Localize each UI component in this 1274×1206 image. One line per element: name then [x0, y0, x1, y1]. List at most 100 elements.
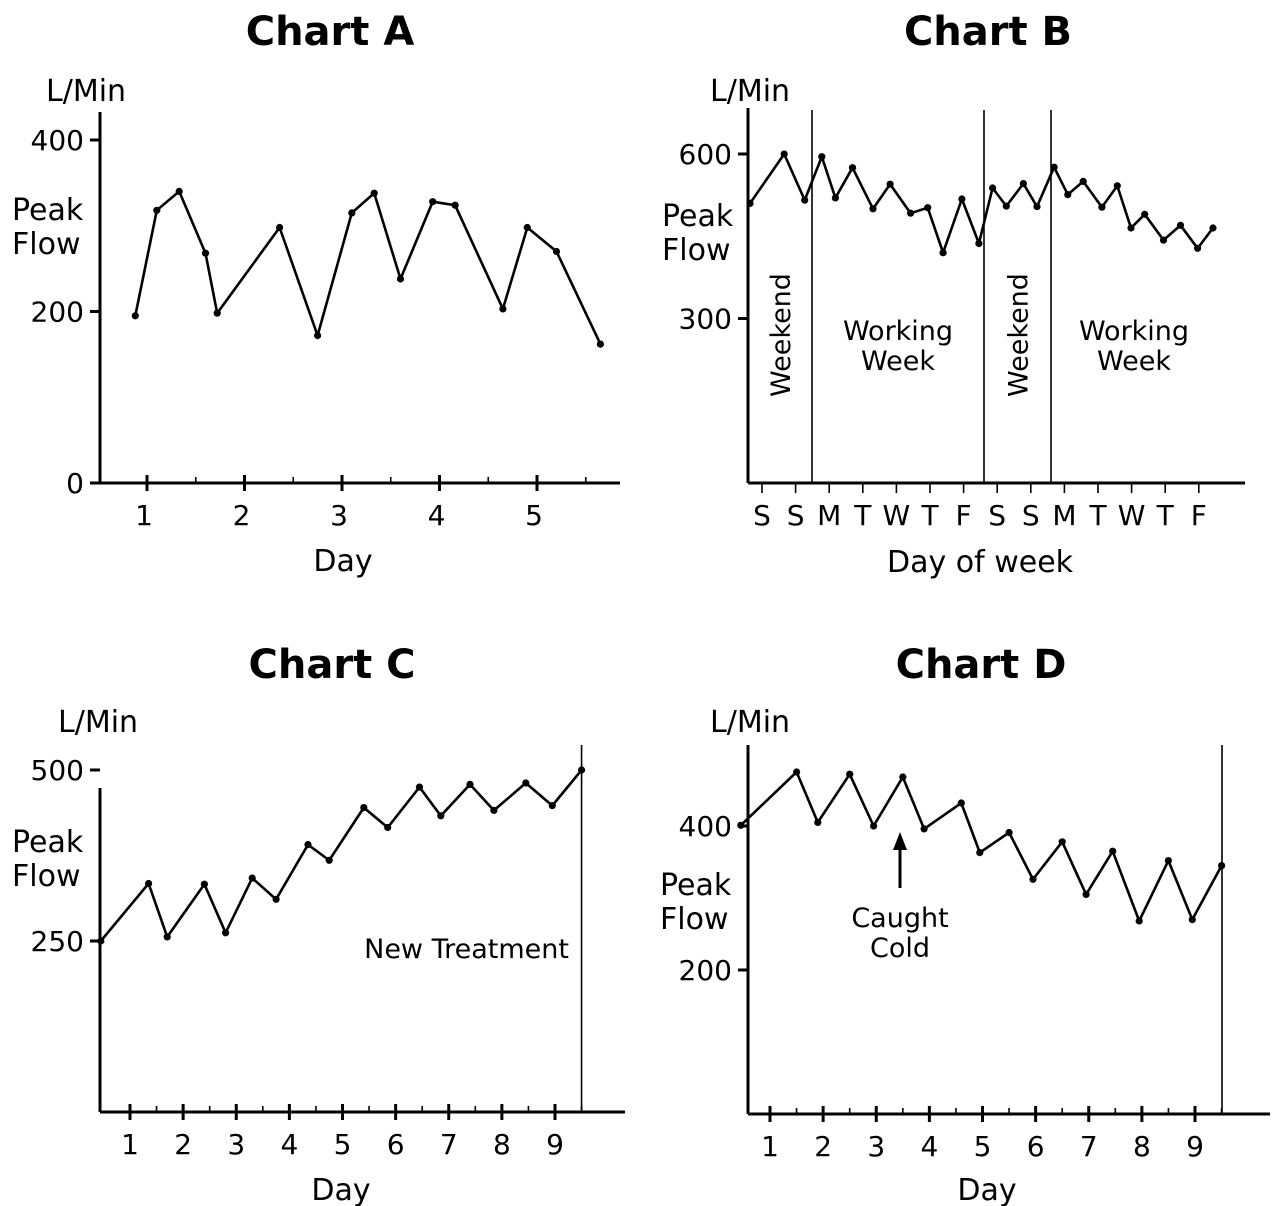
- chart-c-ytick-label-1: 500: [31, 754, 84, 787]
- chart-b-xtick-label-5: T: [920, 499, 939, 532]
- chart-a-point-6: [314, 331, 322, 340]
- chart-a-xtick-label-1: 2: [233, 499, 251, 532]
- chart-b-point-27: [1209, 224, 1217, 232]
- chart-b-ylabel-line2: Flow: [662, 233, 730, 268]
- chart-a-point-14: [552, 247, 561, 256]
- chart-c-point-10: [384, 823, 392, 832]
- chart-c-xtick-label-2: 3: [227, 1128, 245, 1161]
- chart-d: Chart D L/Min Peak Flow Day 200 400 1 2 3 4 5 6…: [660, 642, 1270, 1206]
- chart-c-ylabel-line1: Peak: [12, 825, 84, 860]
- chart-a-point-1: [153, 206, 161, 214]
- chart-c-xlabel: Day: [311, 1173, 370, 1206]
- chart-c-point-6: [272, 895, 280, 903]
- chart-b-point-24: [1159, 236, 1168, 244]
- chart-d-point-16: [1188, 916, 1196, 924]
- chart-d-point-0: [737, 821, 745, 829]
- chart-b-point-4: [831, 194, 840, 202]
- chart-b-point-8: [907, 209, 915, 217]
- chart-d-plot: [737, 768, 1226, 925]
- chart-b-point-19: [1079, 177, 1087, 185]
- chart-c-point-2: [163, 933, 171, 941]
- chart-d-point-9: [1005, 828, 1013, 837]
- chart-c-point-14: [490, 806, 498, 815]
- chart-b-region-label-3-line-1: Week: [1097, 346, 1171, 377]
- chart-d-ylabel-line1: Peak: [660, 868, 732, 903]
- chart-b-unit-label: L/Min: [710, 74, 790, 109]
- chart-b-point-3: [818, 153, 826, 161]
- chart-b-point-2: [801, 196, 809, 204]
- chart-c-xtick-label-1: 2: [174, 1128, 192, 1161]
- chart-d-point-1: [793, 768, 801, 776]
- chart-c-point-12: [437, 812, 445, 820]
- chart-c-point-9: [360, 804, 368, 812]
- chart-a-point-3: [201, 249, 210, 257]
- chart-a-point-0: [131, 312, 139, 320]
- chart-a-xlabel: Day: [313, 544, 372, 579]
- chart-a-series-line: [134, 189, 602, 345]
- chart-d-xtick-label-6: 7: [1080, 1130, 1098, 1163]
- chart-c: Chart C L/Min Peak Flow Day 250 500 1 2 3 4 5 6…: [12, 642, 625, 1206]
- chart-c-xtick-label-8: 9: [546, 1128, 564, 1161]
- chart-b-xtick-label-12: T: [1156, 499, 1175, 532]
- chart-a-point-11: [451, 201, 459, 209]
- chart-b-point-9: [924, 204, 932, 212]
- chart-c-xtick-label-3: 4: [280, 1128, 298, 1161]
- chart-a-point-7: [348, 209, 356, 217]
- chart-b-point-0: [746, 199, 754, 207]
- chart-d-annotation-text-0: Caught: [851, 903, 948, 934]
- chart-b-region-label-1-line-0: Working: [843, 316, 953, 347]
- chart-b-region-label-3-line-0: Working: [1079, 316, 1189, 347]
- chart-c-point-4: [222, 929, 230, 937]
- chart-a-unit-label: L/Min: [46, 74, 126, 109]
- chart-b-point-5: [848, 164, 857, 172]
- chart-c-xtick-label-5: 6: [387, 1128, 405, 1161]
- chart-b-point-12: [975, 239, 983, 247]
- chart-b-point-16: [1033, 203, 1041, 211]
- chart-d-point-6: [920, 825, 928, 833]
- chart-d-point-3: [846, 770, 854, 778]
- chart-c-point-13: [466, 780, 474, 789]
- chart-b-ytick-label-1: 600: [679, 138, 732, 171]
- chart-d-xtick-label-7: 8: [1133, 1130, 1151, 1163]
- chart-a-point-4: [213, 309, 221, 317]
- chart-b-point-26: [1194, 244, 1202, 252]
- chart-d-point-5: [899, 773, 907, 781]
- chart-a: Chart A L/Min Peak Flow Day 0 200 400 1 2 3 4 5: [12, 9, 620, 579]
- chart-d-xtick-label-2: 3: [867, 1130, 885, 1163]
- chart-d-point-4: [870, 822, 878, 830]
- chart-d-point-10: [1029, 875, 1037, 883]
- chart-a-ytick-label-1: 200: [31, 296, 84, 329]
- chart-b-point-20: [1098, 203, 1106, 211]
- chart-a-title: Chart A: [246, 9, 415, 55]
- chart-d-xtick-label-3: 4: [920, 1130, 938, 1163]
- chart-a-point-8: [370, 189, 378, 197]
- chart-b-point-11: [958, 195, 966, 203]
- chart-b-ytick-label-0: 300: [679, 303, 732, 336]
- chart-c-ylabel-line2: Flow: [12, 859, 80, 894]
- chart-b-region-label-2: Weekend: [1004, 273, 1035, 397]
- chart-c-xtick-label-6: 7: [440, 1128, 458, 1161]
- chart-b-xtick-label-9: M: [1052, 499, 1076, 532]
- chart-c-point-1: [145, 879, 153, 888]
- chart-b-xtick-label-8: S: [1022, 499, 1040, 532]
- chart-d-point-11: [1058, 838, 1066, 846]
- chart-d-annotation-arrow-head: [893, 832, 907, 850]
- chart-b-region-label-1-line-1: Week: [861, 346, 935, 377]
- chart-c-point-7: [304, 841, 312, 849]
- chart-d-title: Chart D: [896, 642, 1067, 688]
- chart-b: Chart B L/Min Peak Flow Day of week Week…: [662, 9, 1245, 580]
- chart-c-series-line: [99, 769, 583, 942]
- chart-c-ticks: 250 500 1 2 3 4 5 6 7 8 9: [31, 754, 583, 1161]
- chart-b-series-line: [748, 151, 1215, 257]
- chart-a-point-5: [276, 223, 284, 232]
- chart-c-point-3: [200, 880, 208, 888]
- chart-d-point-14: [1135, 917, 1143, 925]
- chart-c-xtick-label-4: 5: [334, 1128, 352, 1161]
- chart-c-xtick-label-0: 1: [121, 1128, 139, 1161]
- chart-b-region-label-0: Weekend: [766, 273, 797, 397]
- chart-b-xtick-label-4: W: [883, 499, 911, 532]
- chart-a-ticks: 0 200 400 1 2 3 4 5: [31, 124, 587, 532]
- chart-a-point-9: [396, 275, 405, 283]
